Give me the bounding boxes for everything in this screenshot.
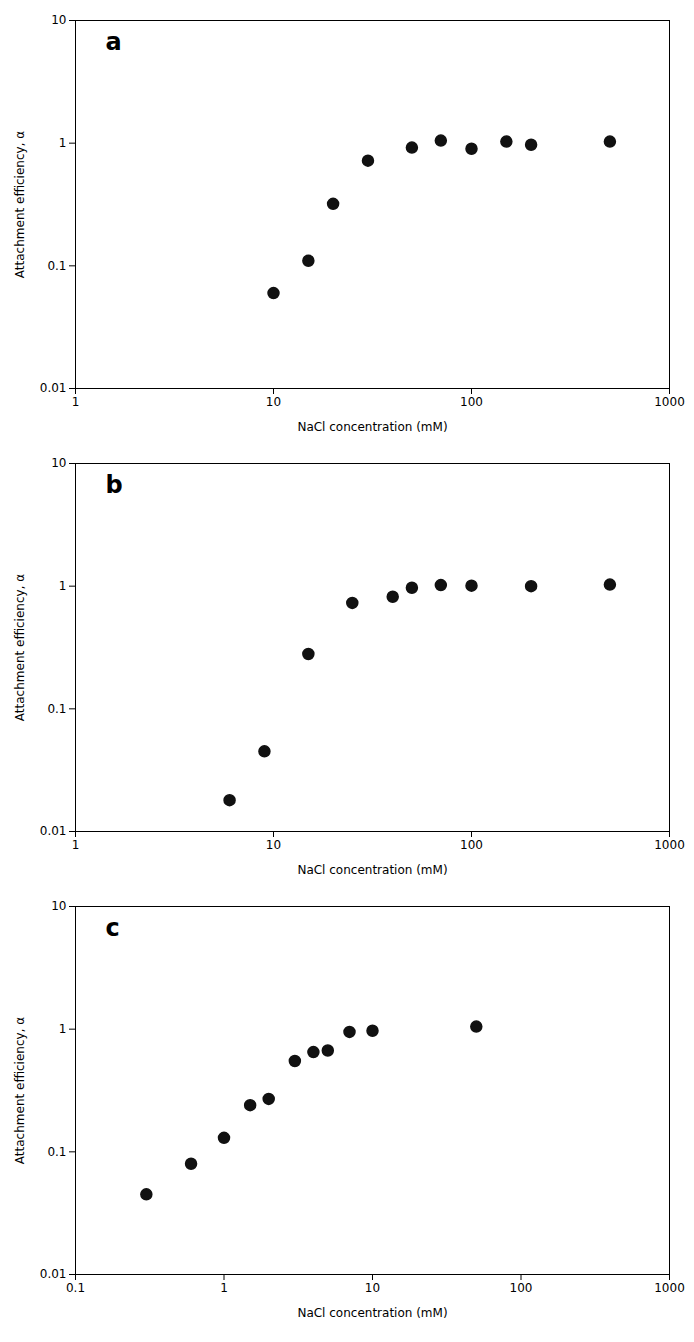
svg-text:c: c [106,914,120,942]
svg-text:NaCl concentration (mM): NaCl concentration (mM) [297,1306,447,1320]
svg-text:0.01: 0.01 [40,824,67,838]
svg-text:0.1: 0.1 [66,1281,85,1295]
svg-text:10: 10 [266,838,281,852]
svg-text:Attachment efficiency, α: Attachment efficiency, α [13,1017,27,1164]
svg-text:1000: 1000 [654,838,685,852]
svg-text:10: 10 [365,1281,380,1295]
svg-text:0.01: 0.01 [40,381,67,395]
svg-text:1000: 1000 [654,1281,685,1295]
svg-text:0.01: 0.01 [40,1267,67,1281]
svg-text:1: 1 [72,838,80,852]
svg-text:100: 100 [460,838,483,852]
svg-text:1000: 1000 [654,395,685,409]
svg-text:10: 10 [266,395,281,409]
svg-text:0.1: 0.1 [47,259,66,273]
svg-text:NaCl concentration (mM): NaCl concentration (mM) [297,420,447,434]
svg-text:1: 1 [59,136,67,150]
svg-text:0.1: 0.1 [47,1145,66,1159]
svg-text:Attachment efficiency, α: Attachment efficiency, α [13,574,27,721]
svg-text:10: 10 [51,899,66,913]
svg-text:1: 1 [59,1022,67,1036]
svg-text:0.1: 0.1 [47,702,66,716]
svg-text:10: 10 [51,13,66,27]
svg-text:10: 10 [51,456,66,470]
svg-text:100: 100 [460,395,483,409]
svg-text:b: b [106,471,123,499]
svg-text:NaCl concentration (mM): NaCl concentration (mM) [297,863,447,877]
svg-text:100: 100 [510,1281,533,1295]
svg-text:1: 1 [220,1281,228,1295]
svg-text:1: 1 [72,395,80,409]
svg-text:1: 1 [59,579,67,593]
svg-text:Attachment efficiency, α: Attachment efficiency, α [13,131,27,278]
svg-text:a: a [106,28,122,56]
